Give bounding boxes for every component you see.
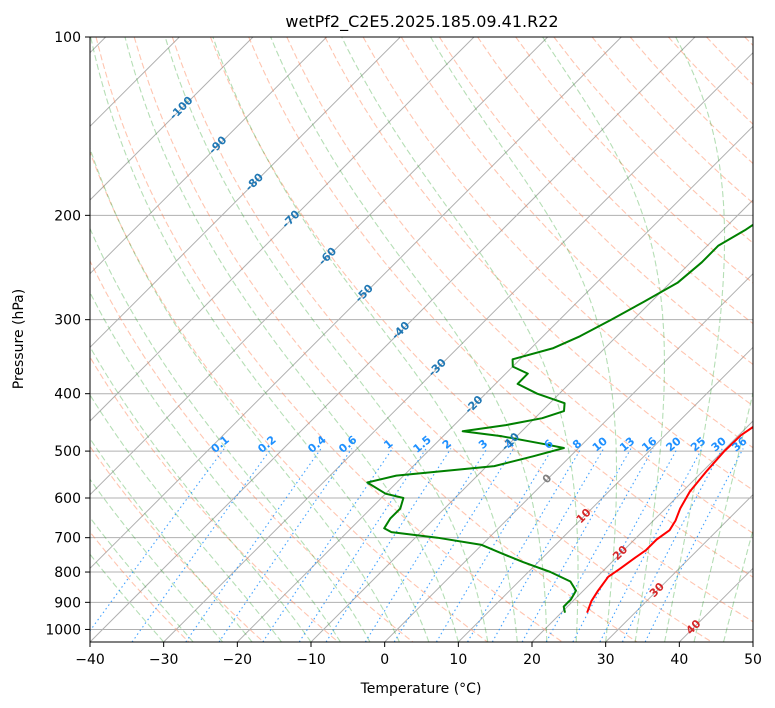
moist-adiabat-line <box>90 227 371 642</box>
isotherm-line <box>531 420 753 642</box>
chart-title: wetPf2_C2E5.2025.185.09.41.R22 <box>285 12 558 32</box>
plot-frame <box>89 36 754 643</box>
moist-adiabat-line <box>90 146 400 642</box>
dry-adiabat-line <box>209 37 753 623</box>
y-tick-label: 200 <box>54 208 81 224</box>
dry-adiabat-line <box>248 37 753 578</box>
dry-adiabat-line <box>400 37 753 407</box>
mixing-ratio-line <box>218 448 353 642</box>
dewpoint-profile-line <box>366 223 753 613</box>
x-tick-label: −40 <box>75 652 105 668</box>
plot-area <box>90 37 753 642</box>
moist-adiabat-line <box>430 37 618 642</box>
y-tick-label: 300 <box>54 313 81 329</box>
mixing-ratio-line <box>491 448 605 642</box>
x-tick-label: −10 <box>296 652 326 668</box>
dry-adiabat-line <box>90 445 264 642</box>
moist-adiabat-line <box>90 437 253 642</box>
dry-adiabat-line <box>171 37 712 642</box>
mixing-ratio-line <box>621 448 723 642</box>
x-axis-title: Temperature (°C) <box>360 681 482 697</box>
isotherm-line <box>310 199 753 642</box>
dry-adiabat-line <box>133 37 638 642</box>
x-tick-label: 30 <box>597 652 615 668</box>
x-tick-label: 40 <box>670 652 688 668</box>
y-tick-label: 1000 <box>45 622 81 638</box>
moist-adiabat-line <box>90 478 224 642</box>
y-tick-label: 100 <box>54 30 81 46</box>
moist-adiabat-line <box>124 37 459 642</box>
isotherm-line <box>90 37 254 201</box>
y-tick-label: 900 <box>54 595 81 611</box>
isotherm-line <box>90 37 328 275</box>
isotherm-line <box>90 37 696 642</box>
moist-adiabat-line <box>542 37 665 642</box>
y-tick-label: 800 <box>54 565 81 581</box>
moist-adiabat-line <box>90 553 165 642</box>
y-tick-label: 700 <box>54 531 81 547</box>
mixing-ratio-line <box>262 448 393 642</box>
dry-adiabat-line <box>90 356 339 642</box>
isotherm-line <box>90 37 401 349</box>
y-tick-label: 600 <box>54 491 81 507</box>
moist-adiabat-line <box>90 345 312 642</box>
y-axis-title: Pressure (hPa) <box>11 289 27 389</box>
mixing-ratio-line <box>90 448 225 632</box>
moist-adiabat-line <box>212 37 518 642</box>
dry-adiabat-line <box>95 37 563 642</box>
y-tick-label: 500 <box>54 444 81 460</box>
y-tick-label: 400 <box>54 387 81 403</box>
dry-adiabat-line <box>324 37 753 491</box>
mixing-ratio-line <box>298 448 427 642</box>
mixing-ratio-line <box>467 448 582 642</box>
isotherm-line <box>236 125 753 642</box>
moist-adiabat-line <box>164 37 489 642</box>
mixing-ratio-line <box>644 448 744 642</box>
x-tick-label: −30 <box>149 652 179 668</box>
isotherm-line <box>90 37 549 496</box>
isotherm-line <box>90 37 475 422</box>
moist-adiabat-line <box>90 37 430 642</box>
isotherm-line <box>384 272 753 642</box>
dry-adiabat-line <box>286 37 753 534</box>
isotherm-line <box>605 493 753 642</box>
isotherm-line <box>90 37 622 570</box>
axes: −40 −30 −20 −10 0 10 20 30 40 50 100 200 300 400 500 60… <box>45 30 762 668</box>
dry-adiabat-line <box>90 150 488 642</box>
moist-adiabat-line <box>90 516 194 642</box>
isotherm-line <box>163 51 753 642</box>
x-tick-label: −20 <box>223 652 253 668</box>
mixing-ratio-line <box>435 448 553 642</box>
dry-adiabat-line <box>362 37 753 449</box>
x-tick-label: 20 <box>523 652 541 668</box>
moist-adiabat-line <box>90 393 282 642</box>
x-tick-label: 50 <box>744 652 762 668</box>
temperature-profile-line <box>586 425 753 614</box>
mixing-ratio-line <box>364 448 488 642</box>
mixing-ratio-line <box>521 448 632 642</box>
mixing-ratio-line <box>325 448 452 642</box>
isotherm-line <box>457 346 753 642</box>
x-tick-label: 0 <box>380 652 389 668</box>
x-tick-label: 10 <box>449 652 467 668</box>
mixing-ratio-line <box>393 448 515 642</box>
moist-adiabat-line <box>341 37 579 642</box>
